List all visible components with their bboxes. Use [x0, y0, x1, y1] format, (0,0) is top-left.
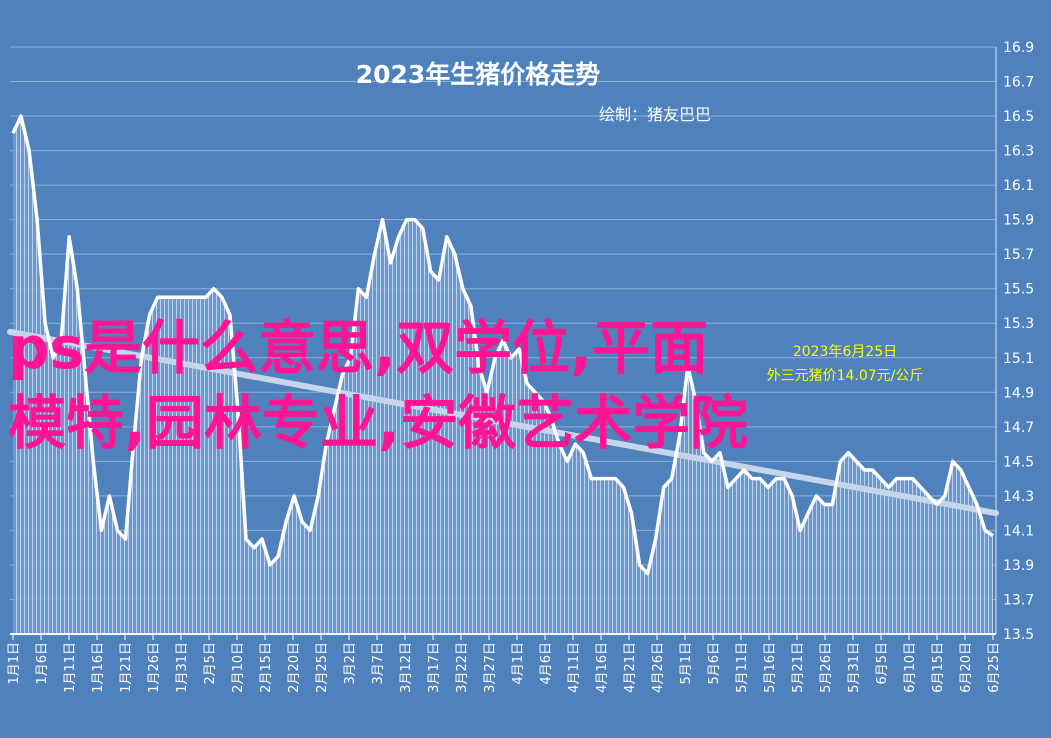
- x-tick-label: 5月11日: [735, 642, 750, 693]
- y-tick-label: 14.1: [1003, 523, 1034, 539]
- x-tick-label: 5月26日: [819, 642, 834, 693]
- y-tick-label: 15.1: [1003, 351, 1034, 367]
- x-tick-label: 2月5日: [203, 642, 218, 685]
- series-area: [13, 116, 993, 635]
- trendline-layer: [7, 328, 999, 517]
- series-area-fill: [13, 116, 993, 635]
- x-tick-label: 3月27日: [483, 642, 498, 693]
- y-tick-label: 16.3: [1003, 144, 1034, 160]
- x-tick-label: 4月16日: [595, 642, 610, 693]
- x-tick-label: 2月15日: [259, 642, 274, 693]
- y-tick-labels: 13.5 13.7 13.9 14.1 14.3 14.5 14.7 14.9 15.1 15.3…: [1003, 40, 1034, 643]
- annotation-date: 2023年6月25日: [793, 344, 897, 360]
- y-tick-label: 16.9: [1003, 40, 1034, 56]
- chart-title: 2023年生猪价格走势: [356, 60, 601, 89]
- series-line: [11, 114, 994, 576]
- x-tick-label: 4月1日: [511, 642, 526, 685]
- x-tick-label: 5月31日: [847, 642, 862, 693]
- y-tick-label: 14.5: [1003, 454, 1034, 470]
- x-tick-label: 6月15日: [931, 642, 946, 693]
- x-tick-label: 2月10日: [231, 642, 246, 693]
- y-tick-label: 15.9: [1003, 213, 1034, 229]
- x-tick-label: 3月12日: [399, 642, 414, 693]
- x-tick-label: 4月6日: [539, 642, 554, 685]
- x-tick-label: 3月2日: [343, 642, 358, 685]
- x-tick-label: 1月6日: [35, 642, 50, 685]
- axes: [10, 47, 997, 640]
- overlay-text-line-1: ps是什么意思,双学位,平面: [8, 314, 708, 382]
- x-tick-label: 2月20日: [287, 642, 302, 693]
- x-tick-label: 5月6日: [707, 642, 722, 685]
- trendline: [7, 328, 999, 517]
- y-tick-label: 14.3: [1003, 489, 1034, 505]
- x-tick-label: 6月10日: [903, 642, 918, 693]
- y-tick-label: 14.7: [1003, 420, 1034, 436]
- x-tick-label: 6月20日: [959, 642, 974, 693]
- y-tick-label: 13.5: [1003, 627, 1034, 643]
- y-tick-label: 16.1: [1003, 178, 1034, 194]
- x-tick-label: 1月26日: [147, 642, 162, 693]
- x-tick-label: 4月11日: [567, 642, 582, 693]
- y-tick-label: 15.7: [1003, 247, 1034, 263]
- x-tick-label: 5月1日: [679, 642, 694, 685]
- y-tick-label: 13.9: [1003, 558, 1034, 574]
- chart-subtitle: 绘制：猪友巴巴: [599, 105, 711, 124]
- x-tick-label: 1月16日: [91, 642, 106, 693]
- x-tick-label: 6月25日: [987, 642, 1002, 693]
- x-tick-label: 3月22日: [455, 642, 470, 693]
- y-tick-label: 13.7: [1003, 592, 1034, 608]
- x-tick-label: 2月25日: [315, 642, 330, 693]
- y-tick-label: 16.7: [1003, 75, 1034, 91]
- y-tick-label: 14.9: [1003, 385, 1034, 401]
- x-tick-label: 1月21日: [119, 642, 134, 693]
- x-tick-label: 4月26日: [651, 642, 666, 693]
- x-tick-label: 1月11日: [63, 642, 78, 693]
- x-tick-label: 3月7日: [371, 642, 386, 685]
- x-tick-label: 5月16日: [763, 642, 778, 693]
- x-tick-label: 4月21日: [623, 642, 638, 693]
- x-tick-label: 5月21日: [791, 642, 806, 693]
- series-line-layer: [11, 114, 994, 576]
- x-tick-label: 1月31日: [175, 642, 190, 693]
- x-tick-label: 1月1日: [7, 642, 22, 685]
- x-tick-label: 6月5日: [875, 642, 890, 685]
- annotation-price: 外三元猪价14.07元/公斤: [767, 368, 924, 384]
- x-tick-labels: 1月1日 1月6日 1月11日 1月16日 1月21日 1月26日 1月31日 2月5日 2月1…: [7, 642, 1002, 693]
- y-tick-label: 15.3: [1003, 316, 1034, 332]
- y-tick-label: 15.5: [1003, 282, 1034, 298]
- x-tick-label: 3月17日: [427, 642, 442, 693]
- overlay-text-line-2: 模特,园林专业,安徽艺术学院: [8, 389, 748, 457]
- y-tick-label: 16.5: [1003, 109, 1034, 125]
